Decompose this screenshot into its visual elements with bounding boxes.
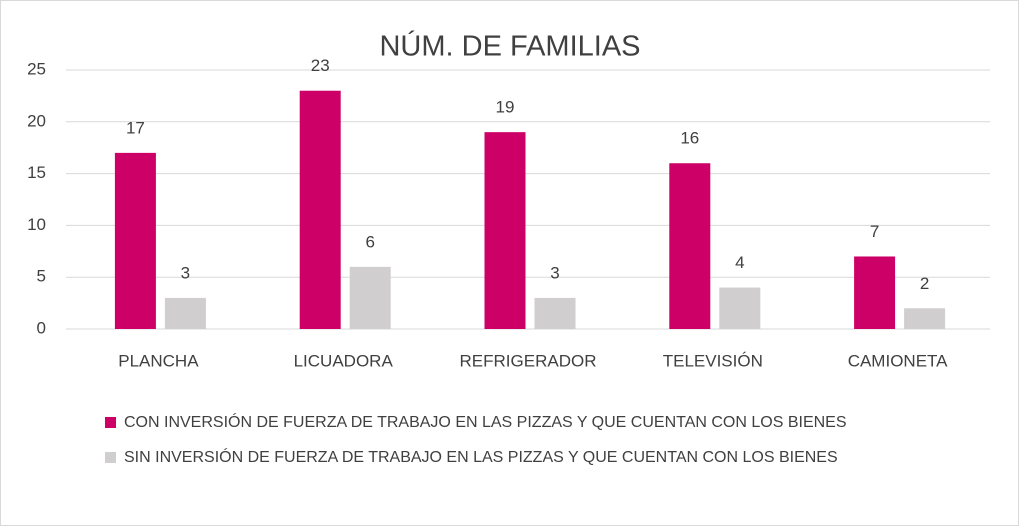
legend-label: CON INVERSIÓN DE FUERZA DE TRABAJO EN LA… <box>124 414 847 431</box>
data-label: 7 <box>870 222 879 241</box>
y-tick-label: 10 <box>27 215 46 234</box>
data-label: 19 <box>496 98 515 117</box>
x-tick-label: LICUADORA <box>294 351 394 370</box>
y-tick-label: 20 <box>27 111 46 130</box>
y-tick-label: 15 <box>27 163 46 182</box>
bar <box>164 297 206 329</box>
bar <box>484 132 526 329</box>
data-label: 23 <box>311 56 330 75</box>
bar <box>854 256 896 329</box>
data-label: 17 <box>126 118 145 137</box>
legend-entry: SIN INVERSIÓN DE FUERZA DE TRABAJO EN LA… <box>105 445 955 470</box>
data-label: 2 <box>920 274 929 293</box>
y-tick-label: 25 <box>27 59 46 78</box>
legend-entry: CON INVERSIÓN DE FUERZA DE TRABAJO EN LA… <box>105 410 955 435</box>
data-label: 3 <box>550 263 559 282</box>
x-tick-label: PLANCHA <box>118 351 199 370</box>
bar <box>349 266 391 329</box>
x-tick-label: TELEVISIÓN <box>663 351 763 370</box>
y-tick-label: 0 <box>37 318 46 337</box>
bar <box>299 90 341 329</box>
bar <box>114 152 156 329</box>
x-tick-label: CAMIONETA <box>848 351 948 370</box>
data-label: 3 <box>181 263 190 282</box>
bar <box>534 297 576 329</box>
y-tick-label: 5 <box>37 267 46 286</box>
bar <box>904 308 946 329</box>
legend: CON INVERSIÓN DE FUERZA DE TRABAJO EN LA… <box>105 410 955 480</box>
bar <box>719 287 761 329</box>
x-tick-label: REFRIGERADOR <box>460 351 597 370</box>
data-label: 4 <box>735 253 744 272</box>
legend-swatch <box>105 452 116 463</box>
legend-swatch <box>105 417 116 428</box>
bar <box>669 163 711 329</box>
chart-title: NÚM. DE FAMILIAS <box>379 30 640 63</box>
data-label: 6 <box>365 232 374 251</box>
data-label: 16 <box>680 129 699 148</box>
legend-label: SIN INVERSIÓN DE FUERZA DE TRABAJO EN LA… <box>124 449 838 466</box>
